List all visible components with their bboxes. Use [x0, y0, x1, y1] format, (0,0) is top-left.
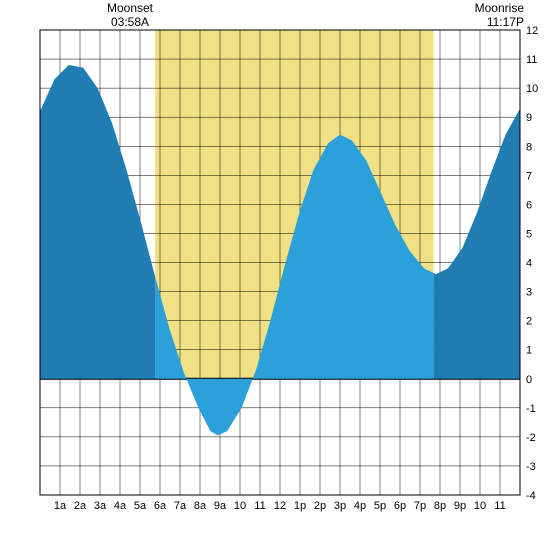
- x-tick-label: 6a: [154, 500, 167, 512]
- tide-night-pm: [434, 108, 520, 378]
- x-tick-label: 11: [254, 500, 265, 512]
- x-tick-label: 6p: [394, 500, 406, 512]
- x-tick-label: 4a: [114, 500, 127, 512]
- moonrise-time: 11:17P: [487, 15, 524, 29]
- moonrise-title: Moonrise: [475, 1, 525, 15]
- y-tick-label: 9: [526, 112, 532, 124]
- y-tick-label: -1: [526, 403, 536, 415]
- x-tick-label: 5a: [134, 500, 147, 512]
- x-tick-label: 5p: [374, 500, 386, 512]
- x-tick-label: 7p: [414, 500, 426, 512]
- y-tick-label: 11: [526, 54, 537, 66]
- y-tick-label: 4: [526, 258, 532, 270]
- y-tick-label: 0: [526, 374, 532, 386]
- x-tick-label: 10: [474, 500, 486, 512]
- x-tick-label: 11: [494, 500, 505, 512]
- moonset-time: 03:58A: [111, 15, 149, 29]
- y-tick-label: 6: [526, 199, 532, 211]
- y-tick-label: 12: [526, 25, 538, 37]
- x-tick-label: 10: [234, 500, 246, 512]
- chart-svg: -4-3-2-101234567891011121a2a3a4a5a6a7a8a…: [0, 0, 550, 550]
- x-tick-label: 12: [274, 500, 286, 512]
- x-tick-label: 4p: [354, 500, 366, 512]
- x-tick-label: 8p: [434, 500, 446, 512]
- x-tick-label: 1p: [294, 500, 306, 512]
- y-tick-label: -2: [526, 432, 536, 444]
- y-tick-label: 3: [526, 287, 532, 299]
- x-tick-label: 9a: [214, 500, 227, 512]
- x-tick-label: 9p: [454, 500, 466, 512]
- x-tick-label: 3a: [94, 500, 107, 512]
- y-tick-label: 2: [526, 316, 532, 328]
- y-tick-label: 1: [526, 345, 532, 357]
- x-tick-label: 7a: [174, 500, 187, 512]
- x-tick-label: 1a: [54, 500, 67, 512]
- x-tick-label: 2p: [314, 500, 326, 512]
- x-tick-label: 3p: [334, 500, 346, 512]
- y-tick-label: -4: [526, 490, 536, 502]
- y-tick-label: -3: [526, 461, 536, 473]
- y-tick-label: 7: [526, 170, 532, 182]
- tide-night-am: [40, 65, 155, 379]
- y-tick-label: 10: [526, 83, 538, 95]
- y-tick-label: 5: [526, 228, 532, 240]
- y-tick-label: 8: [526, 141, 532, 153]
- moonset-title: Moonset: [107, 1, 154, 15]
- x-tick-label: 8a: [194, 500, 207, 512]
- tide-chart: -4-3-2-101234567891011121a2a3a4a5a6a7a8a…: [0, 0, 550, 550]
- x-tick-label: 2a: [74, 500, 87, 512]
